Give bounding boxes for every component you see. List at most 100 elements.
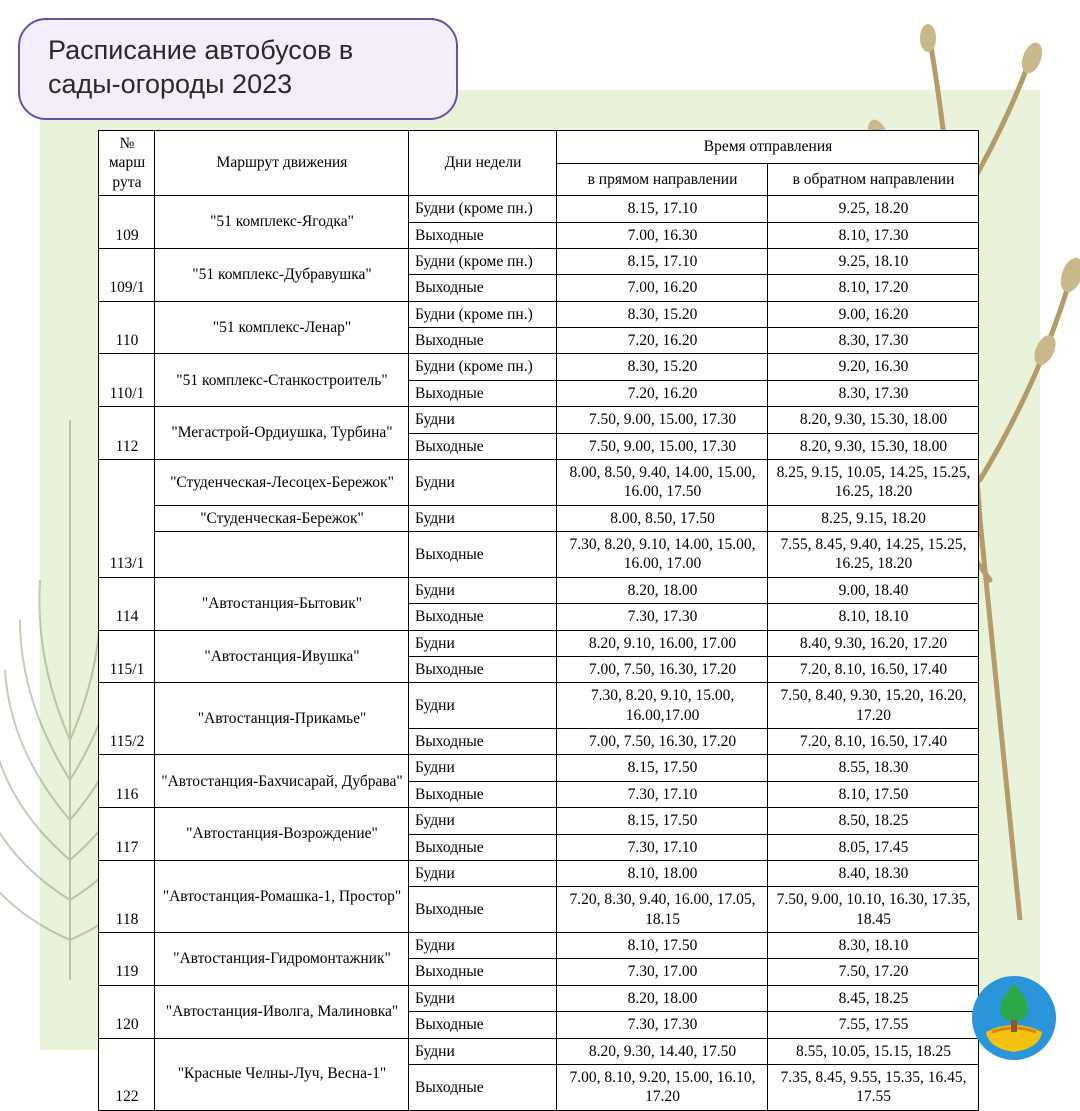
cell-forward-times: 7.00, 16.20 xyxy=(557,275,768,301)
cell-days: Будни (кроме пн.) xyxy=(409,248,557,274)
table-row: Выходные7.30, 8.20, 9.10, 14.00, 15.00, … xyxy=(99,532,979,578)
cell-route-no: 113/1 xyxy=(99,459,155,577)
table-header: № марш рута Маршрут движения Дни недели … xyxy=(99,131,979,196)
cell-forward-times: 8.00, 8.50, 9.40, 14.00, 15.00, 16.00, 1… xyxy=(557,459,768,505)
cell-route-name: "Автостанция-Прикамье" xyxy=(155,683,409,755)
cell-days: Будни (кроме пн.) xyxy=(409,301,557,327)
cell-route-name: "Автостанция-Гидромонтажник" xyxy=(155,933,409,986)
cell-forward-times: 8.20, 18.00 xyxy=(557,577,768,603)
cell-days: Выходные xyxy=(409,433,557,459)
cell-forward-times: 8.30, 15.20 xyxy=(557,354,768,380)
cell-forward-times: 7.20, 16.20 xyxy=(557,380,768,406)
cell-route-no: 110/1 xyxy=(99,354,155,407)
cell-forward-times: 7.00, 16.30 xyxy=(557,222,768,248)
cell-backward-times: 8.55, 10.05, 15.15, 18.25 xyxy=(768,1038,979,1064)
cell-days: Выходные xyxy=(409,781,557,807)
table-row: 119"Автостанция-Гидромонтажник"Будни8.10… xyxy=(99,933,979,959)
cell-route-name xyxy=(155,532,409,578)
cell-backward-times: 7.20, 8.10, 16.50, 17.40 xyxy=(768,656,979,682)
cell-route-name: "Автостанция-Бытовик" xyxy=(155,577,409,630)
cell-backward-times: 8.50, 18.25 xyxy=(768,808,979,834)
cell-route-no: 115/1 xyxy=(99,630,155,683)
table-row: 109/1"51 комплекс-Дубравушка"Будни (кром… xyxy=(99,248,979,274)
cell-route-name: "Автостанция-Ивушка" xyxy=(155,630,409,683)
cell-days: Будни xyxy=(409,459,557,505)
col-days: Дни недели xyxy=(409,131,557,196)
cell-route-name: "Автостанция-Бахчисарай, Дубрава" xyxy=(155,755,409,808)
cell-forward-times: 8.15, 17.10 xyxy=(557,196,768,222)
cell-forward-times: 7.50, 9.00, 15.00, 17.30 xyxy=(557,433,768,459)
cell-forward-times: 7.00, 7.50, 16.30, 17.20 xyxy=(557,656,768,682)
cell-forward-times: 7.30, 17.10 xyxy=(557,834,768,860)
cell-forward-times: 7.20, 8.30, 9.40, 16.00, 17.05, 18.15 xyxy=(557,887,768,933)
cell-days: Будни xyxy=(409,683,557,729)
cell-forward-times: 8.00, 8.50, 17.50 xyxy=(557,505,768,531)
table-row: 122"Красные Челны-Луч, Весна-1"Будни8.20… xyxy=(99,1038,979,1064)
cell-route-no: 109 xyxy=(99,196,155,249)
cell-backward-times: 8.10, 18.10 xyxy=(768,604,979,630)
cell-backward-times: 8.30, 17.30 xyxy=(768,380,979,406)
table-row: 120"Автостанция-Иволга, Малиновка"Будни8… xyxy=(99,985,979,1011)
cell-forward-times: 8.20, 18.00 xyxy=(557,985,768,1011)
cell-days: Выходные xyxy=(409,834,557,860)
cell-forward-times: 7.30, 8.20, 9.10, 14.00, 15.00, 16.00, 1… xyxy=(557,532,768,578)
cell-forward-times: 7.20, 16.20 xyxy=(557,328,768,354)
cell-backward-times: 9.25, 18.10 xyxy=(768,248,979,274)
cell-forward-times: 8.30, 15.20 xyxy=(557,301,768,327)
cell-days: Выходные xyxy=(409,532,557,578)
cell-forward-times: 7.00, 8.10, 9.20, 15.00, 16.10, 17.20 xyxy=(557,1064,768,1110)
cell-route-name: "51 комплекс-Дубравушка" xyxy=(155,248,409,301)
table-row: 116"Автостанция-Бахчисарай, Дубрава"Будн… xyxy=(99,755,979,781)
cell-days: Выходные xyxy=(409,959,557,985)
cell-days: Выходные xyxy=(409,1012,557,1038)
cell-route-no: 115/2 xyxy=(99,683,155,755)
cell-forward-times: 8.15, 17.10 xyxy=(557,248,768,274)
cell-days: Будни xyxy=(409,630,557,656)
cell-days: Будни xyxy=(409,755,557,781)
cell-route-no: 122 xyxy=(99,1038,155,1110)
cell-forward-times: 8.15, 17.50 xyxy=(557,808,768,834)
page-title: Расписание автобусов в сады-огороды 2023 xyxy=(18,18,458,120)
cell-days: Будни xyxy=(409,577,557,603)
col-forward: в прямом направлении xyxy=(557,163,768,196)
cell-days: Выходные xyxy=(409,729,557,755)
table-row: 109"51 комплекс-Ягодка"Будни (кроме пн.)… xyxy=(99,196,979,222)
cell-backward-times: 8.20, 9.30, 15.30, 18.00 xyxy=(768,433,979,459)
cell-route-no: 119 xyxy=(99,933,155,986)
cell-forward-times: 7.30, 17.10 xyxy=(557,781,768,807)
cell-backward-times: 8.30, 17.30 xyxy=(768,328,979,354)
cell-backward-times: 8.55, 18.30 xyxy=(768,755,979,781)
cell-backward-times: 7.55, 17.55 xyxy=(768,1012,979,1038)
schedule-table-container: № марш рута Маршрут движения Дни недели … xyxy=(98,130,978,1111)
cell-days: Будни xyxy=(409,933,557,959)
cell-backward-times: 8.05, 17.45 xyxy=(768,834,979,860)
cell-backward-times: 8.10, 17.20 xyxy=(768,275,979,301)
cell-days: Будни xyxy=(409,1038,557,1064)
cell-backward-times: 7.50, 17.20 xyxy=(768,959,979,985)
cell-days: Выходные xyxy=(409,328,557,354)
col-departure-group: Время отправления xyxy=(557,131,979,164)
cell-backward-times: 8.25, 9.15, 10.05, 14.25, 15.25, 16.25, … xyxy=(768,459,979,505)
cell-forward-times: 8.20, 9.10, 16.00, 17.00 xyxy=(557,630,768,656)
cell-route-no: 112 xyxy=(99,407,155,460)
cell-backward-times: 7.35, 8.45, 9.55, 15.35, 16.45, 17.55 xyxy=(768,1064,979,1110)
cell-backward-times: 7.50, 8.40, 9.30, 15.20, 16.20, 17.20 xyxy=(768,683,979,729)
cell-forward-times: 7.30, 8.20, 9.10, 15.00, 16.00,17.00 xyxy=(557,683,768,729)
cell-backward-times: 7.50, 9.00, 10.10, 16.30, 17.35, 18.45 xyxy=(768,887,979,933)
cell-route-name: "Автостанция-Иволга, Малиновка" xyxy=(155,985,409,1038)
city-logo xyxy=(970,974,1058,1062)
table-row: 117"Автостанция-Возрождение"Будни8.15, 1… xyxy=(99,808,979,834)
cell-backward-times: 8.40, 18.30 xyxy=(768,860,979,886)
cell-route-no: 114 xyxy=(99,577,155,630)
cell-backward-times: 9.00, 18.40 xyxy=(768,577,979,603)
cell-days: Будни xyxy=(409,808,557,834)
cell-backward-times: 8.45, 18.25 xyxy=(768,985,979,1011)
table-row: 114"Автостанция-Бытовик"Будни8.20, 18.00… xyxy=(99,577,979,603)
cell-days: Будни xyxy=(409,985,557,1011)
cell-backward-times: 9.20, 16.30 xyxy=(768,354,979,380)
cell-days: Выходные xyxy=(409,656,557,682)
cell-forward-times: 7.30, 17.00 xyxy=(557,959,768,985)
cell-backward-times: 8.30, 18.10 xyxy=(768,933,979,959)
cell-route-no: 109/1 xyxy=(99,248,155,301)
cell-days: Выходные xyxy=(409,275,557,301)
